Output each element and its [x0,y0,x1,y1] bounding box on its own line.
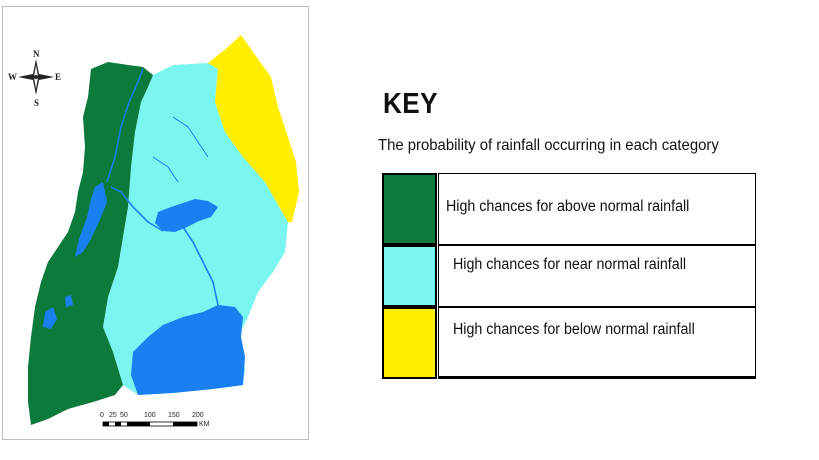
scale-tick-50: 50 [120,412,128,419]
region-above-normal [28,62,153,425]
lake-albert [75,182,107,257]
lake-edward [43,307,57,329]
legend-text-above-normal: High chances for above normal rainfall [446,198,690,215]
scale-tick-25: 25 [109,412,117,419]
scale-unit: KM [199,421,210,428]
map-frame: N S E W 0 25 50 100 150 200 KM [2,6,309,440]
compass-south-label: S [34,98,39,108]
scale-tick-100: 100 [144,412,156,419]
legend-label-above-normal: High chances for above normal rainfall [438,173,756,245]
river-nile [106,68,219,306]
legend-label-below-normal: High chances for below normal rainfall [438,307,756,379]
compass-west-label: W [8,72,17,82]
key-subtitle: The probability of rainfall occurring in… [378,137,719,154]
scale-tick-200: 200 [192,412,204,419]
legend: High chances for above normal rainfall H… [382,173,758,379]
legend-swatch-above-normal [382,173,437,245]
legend-swatch-below-normal [382,307,437,379]
scale-bar: 0 25 50 100 150 200 KM [100,412,210,428]
key-title: KEY [383,88,439,120]
legend-text-near-normal: High chances for near normal rainfall [453,256,687,273]
legend-label-near-normal: High chances for near normal rainfall [438,245,756,307]
lake-kyoga [155,199,218,232]
legend-row-below-normal: High chances for below normal rainfall [382,307,758,379]
scale-tick-0: 0 [100,412,104,419]
lake-george [65,295,73,307]
compass-icon: N S E W [8,49,61,108]
legend-row-above-normal: High chances for above normal rainfall [382,173,758,245]
region-below-normal [208,35,299,222]
compass-north-label: N [33,49,40,59]
compass-east-label: E [55,72,61,82]
legend-row-near-normal: High chances for near normal rainfall [382,245,758,307]
rainfall-map: N S E W 0 25 50 100 150 200 KM [8,35,299,428]
scale-tick-150: 150 [168,412,180,419]
legend-text-below-normal: High chances for below normal rainfall [453,321,695,338]
river-tributary [152,116,209,183]
legend-swatch-near-normal [382,245,437,307]
region-near-normal [103,63,288,395]
lake-victoria [131,305,245,395]
